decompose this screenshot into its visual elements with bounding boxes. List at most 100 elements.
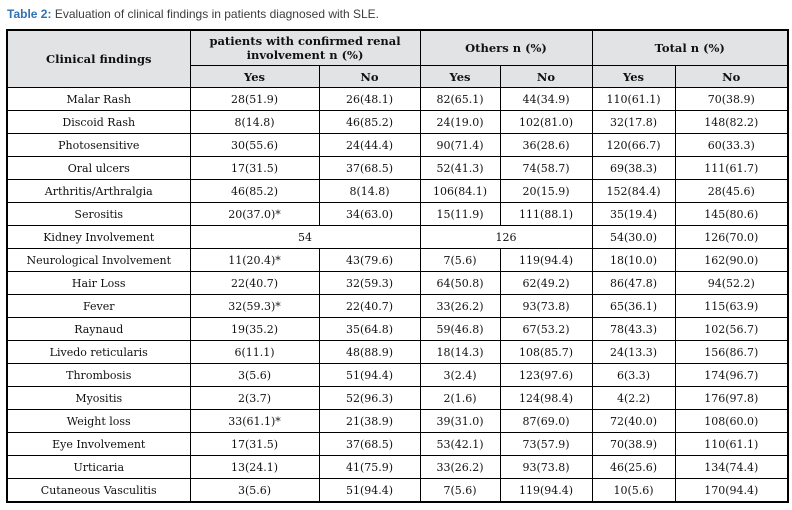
table-cell: 4(2.2) <box>591 386 676 410</box>
table-cell: 124(98.4) <box>499 386 593 410</box>
table-cell: 46(25.6) <box>591 455 676 479</box>
table-cell: 115(63.9) <box>674 294 789 318</box>
table-cell: 106(84.1) <box>419 179 501 203</box>
table-row: Myositis 2(3.7) 52(96.3) 2(1.6) 124(98.4) 4(2… <box>6 386 789 410</box>
table-cell: 20(15.9) <box>499 179 593 203</box>
table-row: Weight loss 33(61.1)* 21(38.9) 39(31.0) 87(6… <box>6 409 789 433</box>
table-row: Oral ulcers 17(31.5) 37(68.5) 52(41.3) 74(58… <box>6 156 789 180</box>
table-row: Raynaud 19(35.2) 35(64.8) 59(46.8) 67(53.2) 7… <box>6 317 789 341</box>
row-label: Weight loss <box>6 409 191 433</box>
table-cell: 22(40.7) <box>318 294 421 318</box>
table-cell: 34(63.0) <box>318 202 421 226</box>
table-cell: 60(33.3) <box>674 133 789 157</box>
table-cell: 30(55.6) <box>189 133 320 157</box>
table-row: Arthritis/Arthralgia 46(85.2) 8(14.8) 106(8… <box>6 179 789 203</box>
row-label: Kidney Involvement <box>6 225 191 249</box>
table-cell: 134(74.4) <box>674 455 789 479</box>
header-others-no: No <box>499 65 593 88</box>
table-cell: 32(59.3) <box>318 271 421 295</box>
header-group-row: Clinical findings patients with confirme… <box>6 29 789 88</box>
table-cell: 39(31.0) <box>419 409 501 433</box>
table-row: Urticaria 13(24.1) 41(75.9) 33(26.2) 93(73.8… <box>6 455 789 479</box>
table-caption-text: Evaluation of clinical findings in patie… <box>54 7 380 21</box>
table-cell: 74(58.7) <box>499 156 593 180</box>
table-cell: 33(26.2) <box>419 455 501 479</box>
table-row: Fever 32(59.3)* 22(40.7) 33(26.2) 93(73.8) 65… <box>6 294 789 318</box>
table-cell: 11(20.4)* <box>189 248 320 272</box>
table-cell: 176(97.8) <box>674 386 789 410</box>
table-cell: 59(46.8) <box>419 317 501 341</box>
table-cell: 170(94.4) <box>674 478 789 503</box>
table-cell: 52(41.3) <box>419 156 501 180</box>
table-cell: 7(5.6) <box>419 248 501 272</box>
table-cell: 72(40.0) <box>591 409 676 433</box>
table-cell: 94(52.2) <box>674 271 789 295</box>
table-cell: 20(37.0)* <box>189 202 320 226</box>
table-cell: 102(81.0) <box>499 110 593 134</box>
header-renal-yes: Yes <box>189 65 320 88</box>
table-caption: Table 2: Evaluation of clinical findings… <box>7 7 787 21</box>
header-sub-row: Yes No Yes No Yes No <box>7 65 789 88</box>
table-row: Thrombosis 3(5.6) 51(94.4) 3(2.4) 123(97.6) 6… <box>6 363 789 387</box>
table-cell: 13(24.1) <box>189 455 320 479</box>
table-cell: 32(59.3)* <box>189 294 320 318</box>
row-label: Raynaud <box>6 317 191 341</box>
table-body: Malar Rash 28(51.9) 26(48.1) 82(65.1) 44(34.… <box>6 87 789 503</box>
table-cell: 35(64.8) <box>318 317 421 341</box>
header-group-total: Total n (%) <box>591 29 789 66</box>
table-row: Photosensitive 30(55.6) 24(44.4) 90(71.4) 36… <box>6 133 789 157</box>
table-cell: 8(14.8) <box>318 179 421 203</box>
table-cell: 7(5.6) <box>419 478 501 503</box>
table-cell: 44(34.9) <box>499 87 593 111</box>
table-cell: 3(5.6) <box>189 478 320 503</box>
table-row: Neurological Involvement 11(20.4)* 43(79.6… <box>6 248 789 272</box>
table-row: Cutaneous Vasculitis 3(5.6) 51(94.4) 7(5.6)… <box>6 478 789 503</box>
row-label: Myositis <box>6 386 191 410</box>
table-cell: 82(65.1) <box>419 87 501 111</box>
table-cell: 119(94.4) <box>499 478 593 503</box>
table-cell: 52(96.3) <box>318 386 421 410</box>
table-cell: 48(88.9) <box>318 340 421 364</box>
table-cell: 93(73.8) <box>499 294 593 318</box>
table-cell: 145(80.6) <box>674 202 789 226</box>
table-row: Livedo reticularis 6(11.1) 48(88.9) 18(14.3… <box>6 340 789 364</box>
table-cell: 17(31.5) <box>189 156 320 180</box>
row-label: Urticaria <box>6 455 191 479</box>
table-cell: 70(38.9) <box>591 432 676 456</box>
table-cell: 156(86.7) <box>674 340 789 364</box>
table-cell: 102(56.7) <box>674 317 789 341</box>
table-cell: 10(5.6) <box>591 478 676 503</box>
table-caption-number: Table 2: <box>7 7 52 21</box>
table-cell: 108(85.7) <box>499 340 593 364</box>
table-cell: 53(42.1) <box>419 432 501 456</box>
table-row: Kidney Involvement 54 126 54(30.0) 126(70.0) <box>6 225 789 249</box>
table-cell: 24(13.3) <box>591 340 676 364</box>
table-cell: 120(66.7) <box>591 133 676 157</box>
table-cell: 119(94.4) <box>499 248 593 272</box>
table-cell: 32(17.8) <box>591 110 676 134</box>
table-cell: 69(38.3) <box>591 156 676 180</box>
row-label: Eye Involvement <box>6 432 191 456</box>
row-label: Malar Rash <box>6 87 191 111</box>
table-cell: 28(51.9) <box>189 87 320 111</box>
table-cell: 111(61.7) <box>674 156 789 180</box>
table-cell: 18(10.0) <box>591 248 676 272</box>
table-cell: 108(60.0) <box>674 409 789 433</box>
table-cell: 22(40.7) <box>189 271 320 295</box>
table-cell: 152(84.4) <box>591 179 676 203</box>
table-cell: 126 <box>419 225 593 249</box>
table-cell: 110(61.1) <box>591 87 676 111</box>
table-cell: 21(38.9) <box>318 409 421 433</box>
table-cell: 87(69.0) <box>499 409 593 433</box>
row-label: Hair Loss <box>6 271 191 295</box>
table-cell: 37(68.5) <box>318 156 421 180</box>
header-clinical-findings: Clinical findings <box>6 29 191 88</box>
row-label: Discoid Rash <box>6 110 191 134</box>
table-cell: 8(14.8) <box>189 110 320 134</box>
table-cell: 17(31.5) <box>189 432 320 456</box>
table-cell: 3(2.4) <box>419 363 501 387</box>
table-cell: 46(85.2) <box>318 110 421 134</box>
table-cell: 78(43.3) <box>591 317 676 341</box>
table-cell: 54(30.0) <box>591 225 676 249</box>
